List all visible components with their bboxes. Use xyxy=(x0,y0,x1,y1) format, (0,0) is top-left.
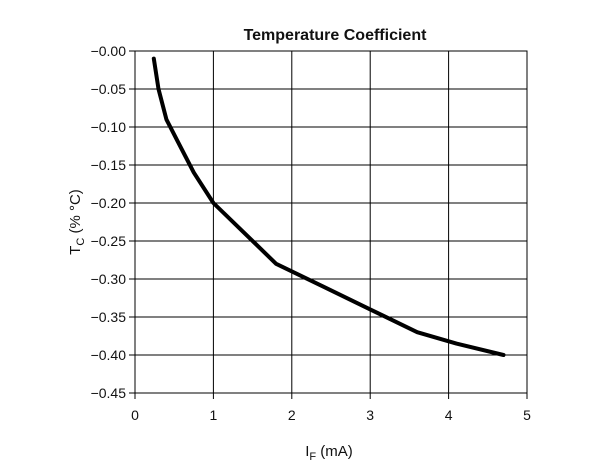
series-line-0 xyxy=(151,56,506,357)
y-axis-label-unit: (% °C) xyxy=(67,189,84,238)
plot-series xyxy=(151,56,506,357)
x-axis-label: IF (mA) xyxy=(305,443,353,463)
x-tick-label-5: 5 xyxy=(523,407,531,423)
y-tick-label-0: −0.00 xyxy=(91,43,127,59)
x-axis-label-main: I xyxy=(305,443,309,460)
chart-title: Temperature Coefficient xyxy=(244,27,428,44)
x-tick-label-4: 4 xyxy=(445,407,453,423)
y-tick-label-7: −0.35 xyxy=(91,309,127,325)
y-axis-label: TC (% °C) xyxy=(67,189,87,255)
x-tick-label-1: 1 xyxy=(210,407,218,423)
plot-frame xyxy=(134,50,528,394)
y-axis-label-subscript: C xyxy=(75,238,87,246)
x-tick-label-2: 2 xyxy=(288,407,296,423)
x-axis-label-unit: (mA) xyxy=(316,443,353,460)
x-axis-label-subscript: F xyxy=(309,451,316,463)
y-tick-label-8: −0.40 xyxy=(91,347,127,363)
y-tick-label-4: −0.20 xyxy=(91,195,127,211)
plot-grid xyxy=(135,51,527,393)
y-tick-label-5: −0.25 xyxy=(91,233,127,249)
plot-area-border xyxy=(134,50,528,394)
x-tick-label-3: 3 xyxy=(366,407,374,423)
x-tick-label-0: 0 xyxy=(131,407,139,423)
y-tick-label-6: −0.30 xyxy=(91,271,127,287)
y-tick-label-2: −0.10 xyxy=(91,119,127,135)
y-axis-label-main: T xyxy=(67,246,84,255)
tick-labels: 0 1 2 3 4 5 −0.00 −0.05 −0.10 −0.15 −0.20 −0.25 −0.3… xyxy=(91,43,532,423)
y-tick-label-1: −0.05 xyxy=(91,81,127,97)
y-tick-label-3: −0.15 xyxy=(91,157,127,173)
y-tick-label-9: −0.45 xyxy=(91,385,127,401)
